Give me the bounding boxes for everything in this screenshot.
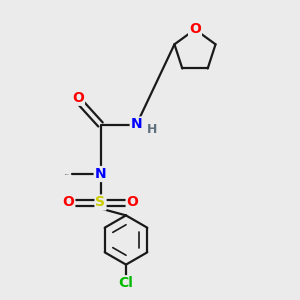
- Text: N: N: [131, 118, 142, 131]
- Text: O: O: [189, 22, 201, 36]
- Text: O: O: [62, 196, 74, 209]
- Text: H: H: [147, 123, 157, 136]
- Text: N: N: [95, 167, 106, 181]
- Text: methyl: methyl: [65, 173, 70, 175]
- Text: S: S: [95, 196, 106, 209]
- Text: O: O: [72, 91, 84, 105]
- Text: Cl: Cl: [118, 276, 134, 290]
- Text: O: O: [127, 196, 139, 209]
